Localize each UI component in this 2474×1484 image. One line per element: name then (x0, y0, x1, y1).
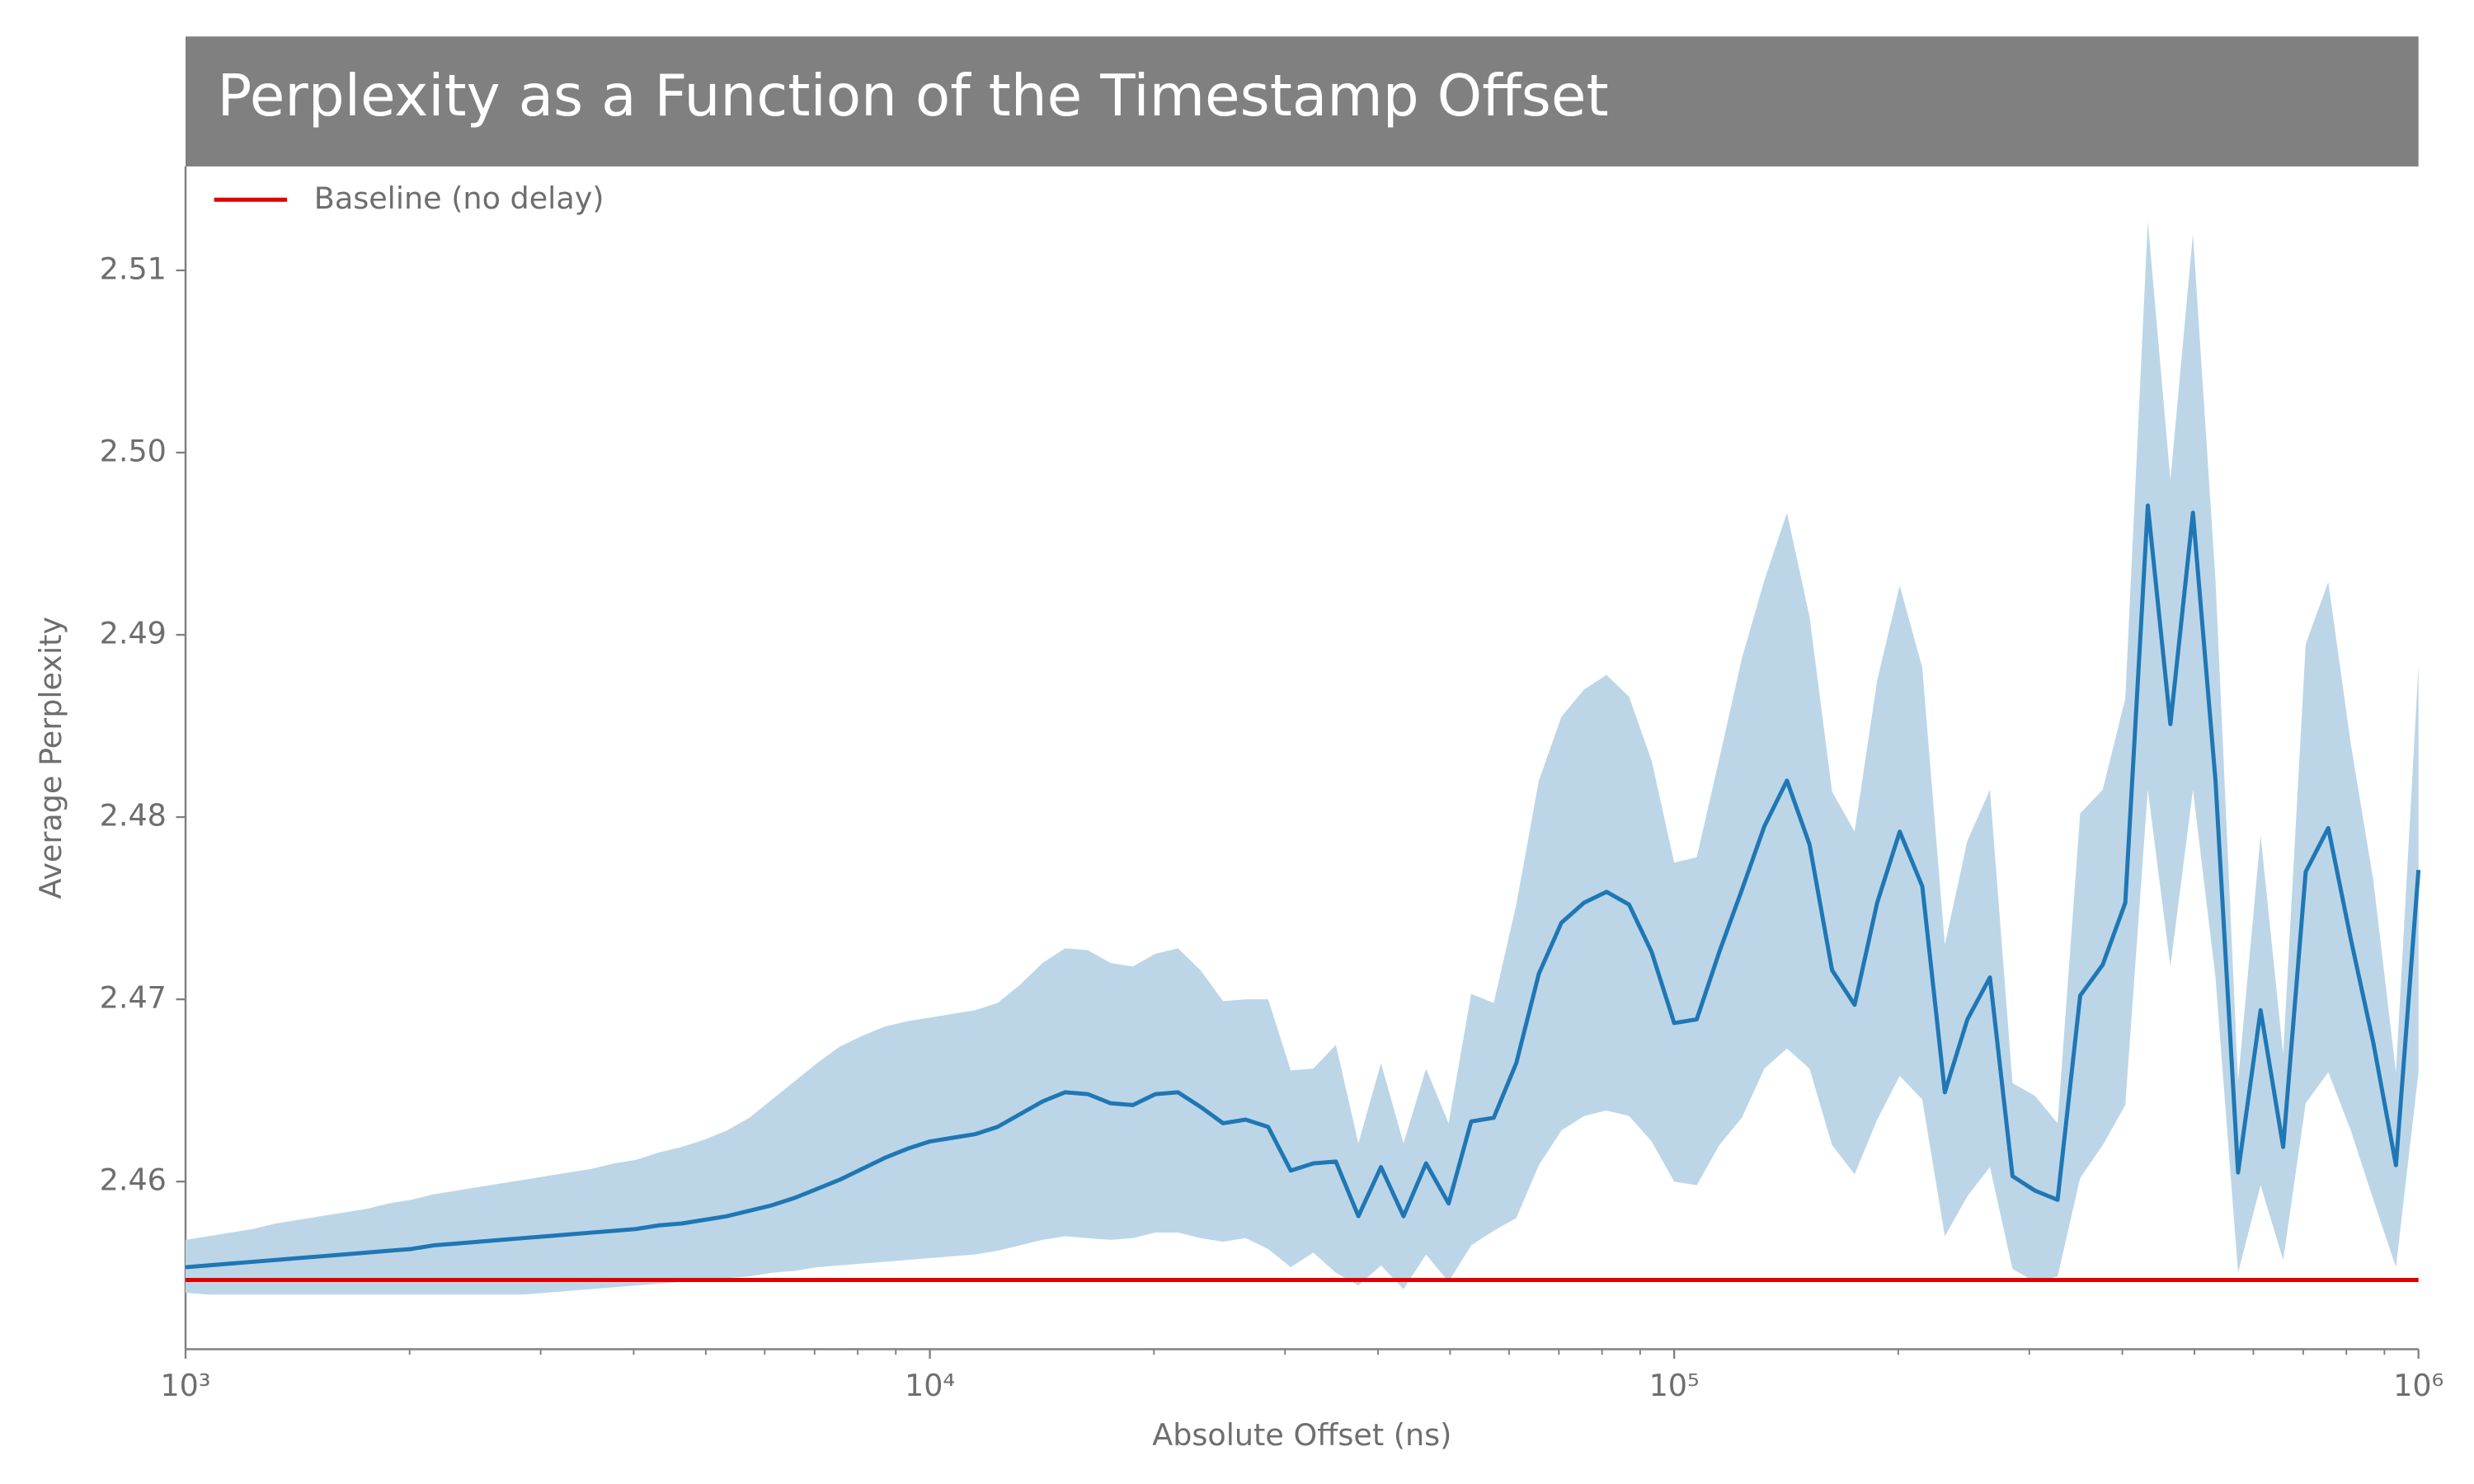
x-tick-label: 10⁶ (2393, 1368, 2443, 1403)
x-tick-label: 10⁴ (905, 1368, 955, 1403)
y-tick-label: 2.51 (100, 251, 167, 286)
y-tick-label: 2.46 (100, 1162, 167, 1198)
x-axis-label: Absolute Offset (ns) (1152, 1417, 1451, 1453)
legend-label: Baseline (no delay) (314, 181, 604, 216)
x-tick-label: 10³ (160, 1368, 210, 1403)
y-tick-label: 2.50 (100, 433, 167, 468)
x-tick-label: 10⁵ (1649, 1368, 1700, 1403)
y-tick-label: 2.47 (100, 980, 167, 1016)
plot-area: 2.46 2.47 2.48 2.49 2.50 2.51 10³ 10⁴ 10⁵ 10⁶ Base… (100, 166, 2443, 1403)
chart-title: Perplexity as a Function of the Timestam… (217, 63, 1608, 129)
y-axis-label: Average Perplexity (33, 617, 68, 899)
y-tick-label: 2.49 (100, 616, 167, 651)
mean-line (185, 503, 2421, 1270)
title-bar (186, 36, 2419, 167)
confidence-band (186, 221, 2419, 1295)
y-tick-label: 2.48 (100, 798, 167, 834)
